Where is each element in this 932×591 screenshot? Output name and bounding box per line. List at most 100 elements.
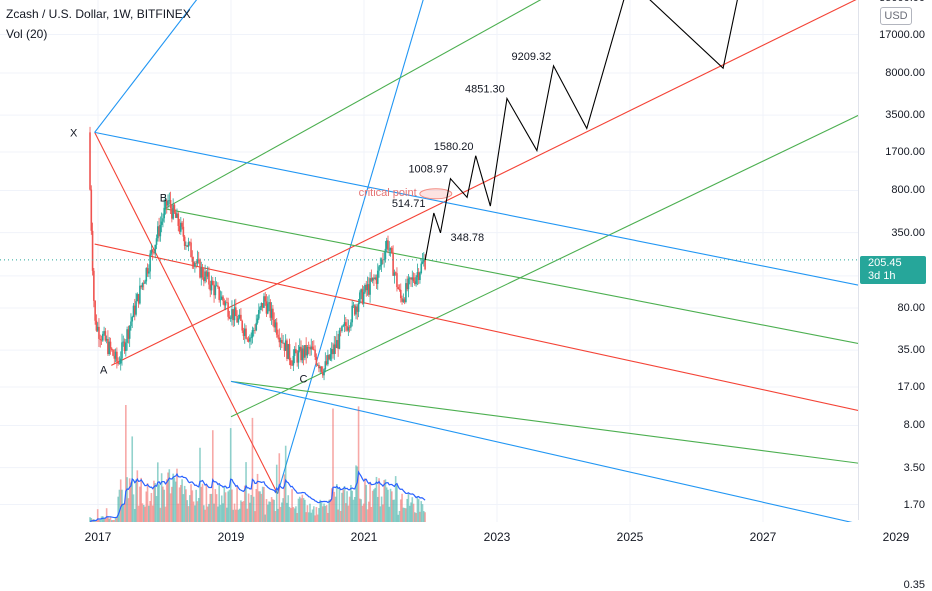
volume-bar [394, 476, 397, 522]
volume-bar [305, 512, 307, 522]
volume-bar [99, 520, 102, 522]
volume-bar [353, 497, 356, 522]
volume-bar [96, 509, 99, 522]
volume-bar [187, 506, 190, 522]
upper-descending-line [94, 131, 858, 286]
volume-bar [197, 497, 200, 522]
volume-bar [254, 511, 256, 522]
volume-bar [411, 497, 414, 522]
volume-bar [344, 503, 347, 522]
candle-body [259, 307, 261, 311]
volume-bar [165, 479, 168, 522]
price-tick-label: 35.00 [897, 344, 925, 357]
candle-body [291, 365, 293, 366]
candle-body [368, 284, 370, 295]
volume-bar [118, 489, 121, 522]
candle-body [292, 355, 295, 366]
candle-body [278, 337, 281, 343]
candle-body [389, 247, 392, 250]
candle-body [379, 265, 382, 267]
time-axis[interactable]: 2017 2019 2021 2023 2025 2027 2029 [0, 522, 932, 550]
volume-bar [306, 505, 309, 522]
volume-bar [159, 507, 162, 522]
volume-bar [145, 491, 148, 522]
candle-body [420, 263, 423, 273]
volume-bar [332, 408, 334, 522]
candle-body [160, 221, 163, 225]
volume-bar [417, 499, 420, 522]
candle-body [407, 278, 410, 290]
volume-bar [288, 506, 291, 522]
candle-body [269, 302, 272, 318]
candle-body [180, 222, 182, 232]
candle-body [272, 308, 274, 320]
candle-body [137, 294, 140, 304]
candle-body [222, 296, 224, 301]
time-tick-label: 2023 [483, 530, 511, 544]
candle-body [154, 244, 157, 254]
candle-body [204, 271, 206, 282]
volume-bar [421, 504, 424, 522]
volume-bar [155, 496, 158, 522]
candle-body [424, 259, 426, 270]
projection-price-label: 514.71 [392, 198, 426, 210]
candle-body [270, 308, 273, 318]
candle-body [353, 305, 356, 315]
candle-body [196, 259, 199, 264]
volume-bar [241, 501, 244, 522]
volume-bar [142, 504, 145, 522]
volume-bar [224, 492, 227, 522]
candle-body [364, 285, 366, 293]
symbol-title[interactable]: Zcash / U.S. Dollar, 1W, BITFINEX [6, 7, 191, 21]
volume-bar [172, 473, 174, 522]
volume-bar [199, 447, 201, 522]
volume-bar [123, 503, 126, 522]
volume-bar [210, 493, 213, 522]
volume-bar [348, 496, 351, 522]
grid [0, 0, 858, 522]
volume-bar [272, 499, 274, 522]
volume-bar [309, 503, 311, 522]
volume-bar [148, 505, 150, 522]
price-tick-label: 17.00 [897, 381, 925, 394]
volume-bar [181, 479, 183, 522]
upper-parallel-line [164, 0, 542, 210]
pitchfork-handle-line [277, 0, 424, 494]
volume-bar [378, 478, 380, 522]
volume-bar [286, 502, 288, 522]
candle-body [333, 344, 336, 355]
candle-body [341, 326, 343, 331]
candle-body [332, 349, 334, 355]
volume-bar [119, 479, 122, 522]
currency-badge[interactable]: USD [880, 7, 912, 25]
volume-indicator-label[interactable]: Vol (20) [6, 27, 48, 41]
candle-body [315, 356, 318, 365]
volume-bar [191, 490, 194, 522]
candle-body [304, 345, 306, 358]
candle-body [174, 212, 177, 218]
candle-body [373, 277, 375, 279]
volume-bar [151, 505, 154, 522]
candle-body [236, 315, 238, 323]
volume-bar [406, 498, 408, 522]
volume-bar [405, 508, 407, 522]
candle-body [241, 320, 244, 331]
candle-body [281, 340, 283, 344]
volume-bar [307, 512, 310, 522]
volume-bar [137, 505, 140, 522]
volume-bar [315, 507, 318, 522]
volume-bar [243, 485, 246, 522]
candle-body [327, 354, 329, 365]
candle-body [392, 252, 394, 276]
volume-bar [168, 469, 171, 522]
candle-body [142, 283, 145, 284]
candle-body [357, 303, 360, 312]
volume-bar [150, 492, 153, 522]
candle-body [274, 322, 277, 328]
volume-bar [132, 494, 135, 522]
volume-bar [339, 510, 342, 522]
volume-bar [141, 503, 144, 522]
volume-bar [258, 491, 260, 522]
candle-body [156, 226, 159, 239]
